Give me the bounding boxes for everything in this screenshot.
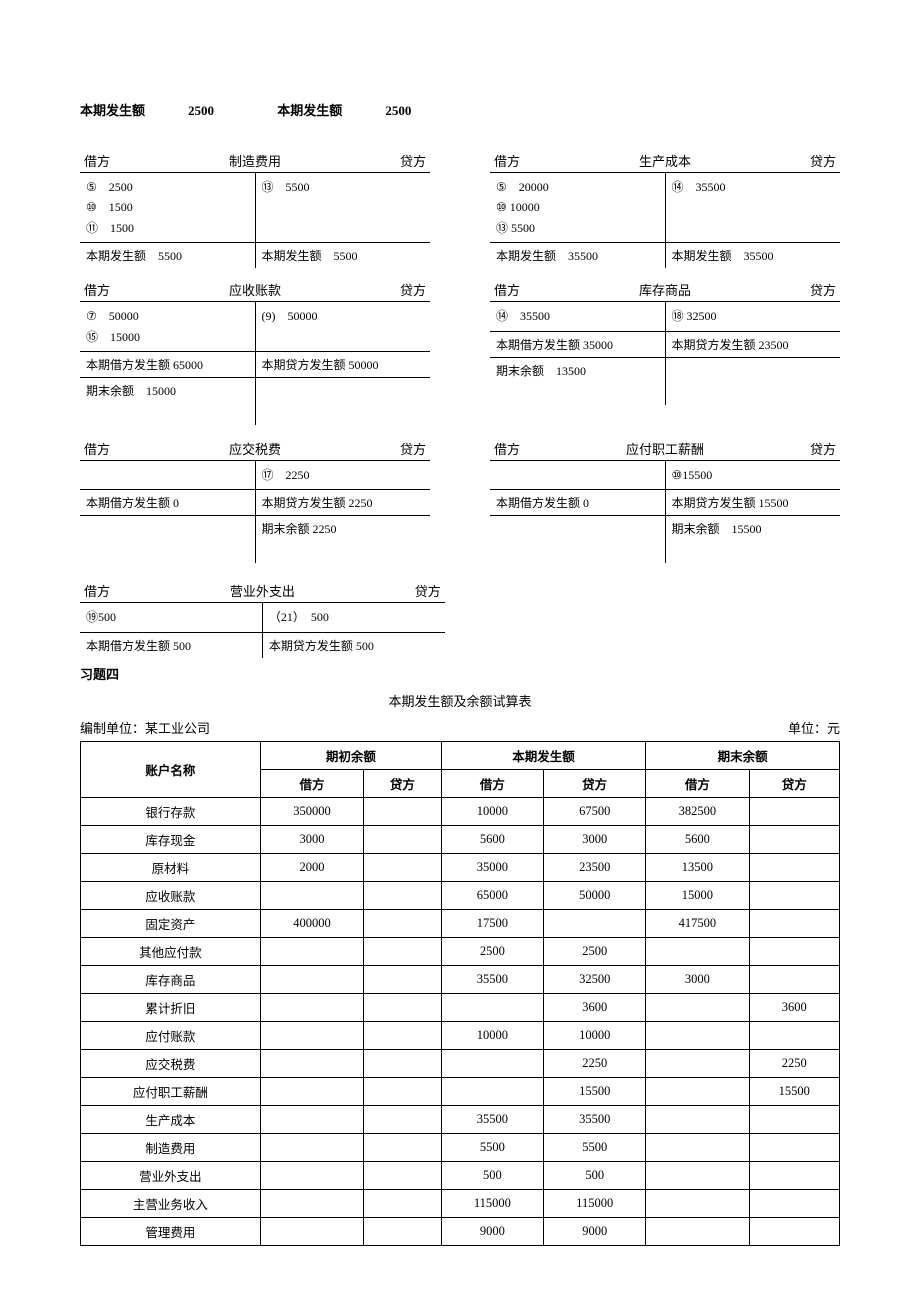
acct-inv: 借方库存商品贷方 ⑭ 35500 ⑱ 32500 本期借方发生额 35000本期… bbox=[490, 278, 840, 425]
trial-balance-table: 账户名称 期初余额 本期发生额 期末余额 借方贷方 借方贷方 借方贷方 银行存款… bbox=[80, 741, 840, 1246]
th-occur: 本期发生额 bbox=[441, 741, 646, 769]
table-row: 原材料2000350002350013500 bbox=[81, 853, 840, 881]
prod-c-col: ⑭ 35500 bbox=[666, 173, 841, 242]
table-row: 其他应付款25002500 bbox=[81, 937, 840, 965]
acct-name: 制造费用 bbox=[198, 151, 312, 170]
mfg-sub-c: 本期发生额 5500 bbox=[256, 243, 431, 268]
acct-tax: 借方应交税费贷方 ⑰ 2250 本期借方发生额 0本期贷方发生额 2250 期末… bbox=[80, 437, 430, 563]
th-name: 账户名称 bbox=[81, 741, 261, 797]
page-header: 本期发生额 2500 本期发生额 2500 bbox=[80, 100, 840, 119]
hdr-d: 借方 bbox=[84, 151, 198, 170]
acct-pay: 借方应付职工薪酬贷方 ⑩15500 本期借方发生额 0本期贷方发生额 15500… bbox=[490, 437, 840, 563]
hdr-c: 贷方 bbox=[312, 151, 426, 170]
table-row: 应收账款650005000015000 bbox=[81, 881, 840, 909]
prod-d-col: ⑤ 20000⑩ 10000⑬ 5500 bbox=[490, 173, 666, 242]
mfg-c-col: ⑬ 5500 bbox=[256, 173, 431, 242]
hdr-left-l: 本期发生额 bbox=[80, 103, 145, 118]
hdr-left-v: 2500 bbox=[188, 103, 214, 118]
acct-oth: 借方营业外支出贷方 ⑲500 （21） 500 本期借方发生额 500本期贷方发… bbox=[80, 579, 445, 657]
t-row-3: 借方应交税费贷方 ⑰ 2250 本期借方发生额 0本期贷方发生额 2250 期末… bbox=[80, 437, 840, 563]
table-row: 固定资产40000017500417500 bbox=[81, 909, 840, 937]
th-begin: 期初余额 bbox=[260, 741, 441, 769]
hdr-right-l: 本期发生额 bbox=[277, 103, 342, 118]
trial-meta: 编制单位：某工业公司 单位：元 bbox=[80, 718, 840, 737]
table-row: 制造费用55005500 bbox=[81, 1133, 840, 1161]
th-end: 期末余额 bbox=[646, 741, 840, 769]
trial-body: 银行存款3500001000067500382500库存现金3000560030… bbox=[81, 797, 840, 1245]
acct-mfg: 借方制造费用贷方 ⑤ 2500⑩ 1500⑪ 1500 ⑬ 5500 本期发生额… bbox=[80, 149, 430, 268]
t-row-2: 借方应收账款贷方 ⑦ 50000⑮ 15000 (9) 50000 本期借方发生… bbox=[80, 278, 840, 425]
table-row: 应交税费22502250 bbox=[81, 1049, 840, 1077]
table-row: 生产成本3550035500 bbox=[81, 1105, 840, 1133]
table-row: 应付职工薪酬1550015500 bbox=[81, 1077, 840, 1105]
acct-ar: 借方应收账款贷方 ⑦ 50000⑮ 15000 (9) 50000 本期借方发生… bbox=[80, 278, 430, 425]
trial-unit-r: 单位：元 bbox=[788, 718, 840, 737]
section-4-title: 习题四 bbox=[80, 664, 840, 683]
table-row: 库存商品35500325003000 bbox=[81, 965, 840, 993]
trial-title: 本期发生额及余额试算表 bbox=[80, 691, 840, 710]
table-row: 库存现金3000560030005600 bbox=[81, 825, 840, 853]
mfg-sub-d: 本期发生额 5500 bbox=[80, 243, 256, 268]
table-row: 营业外支出500500 bbox=[81, 1161, 840, 1189]
hdr-right-v: 2500 bbox=[385, 103, 411, 118]
table-row: 银行存款3500001000067500382500 bbox=[81, 797, 840, 825]
acct-prod: 借方生产成本贷方 ⑤ 20000⑩ 10000⑬ 5500 ⑭ 35500 本期… bbox=[490, 149, 840, 268]
table-row: 管理费用90009000 bbox=[81, 1217, 840, 1245]
mfg-d-col: ⑤ 2500⑩ 1500⑪ 1500 bbox=[80, 173, 256, 242]
table-row: 主营业务收入115000115000 bbox=[81, 1189, 840, 1217]
trial-unit: 编制单位：某工业公司 bbox=[80, 718, 210, 737]
table-row: 应付账款1000010000 bbox=[81, 1021, 840, 1049]
t-row-1: 借方制造费用贷方 ⑤ 2500⑩ 1500⑪ 1500 ⑬ 5500 本期发生额… bbox=[80, 149, 840, 268]
table-row: 累计折旧36003600 bbox=[81, 993, 840, 1021]
